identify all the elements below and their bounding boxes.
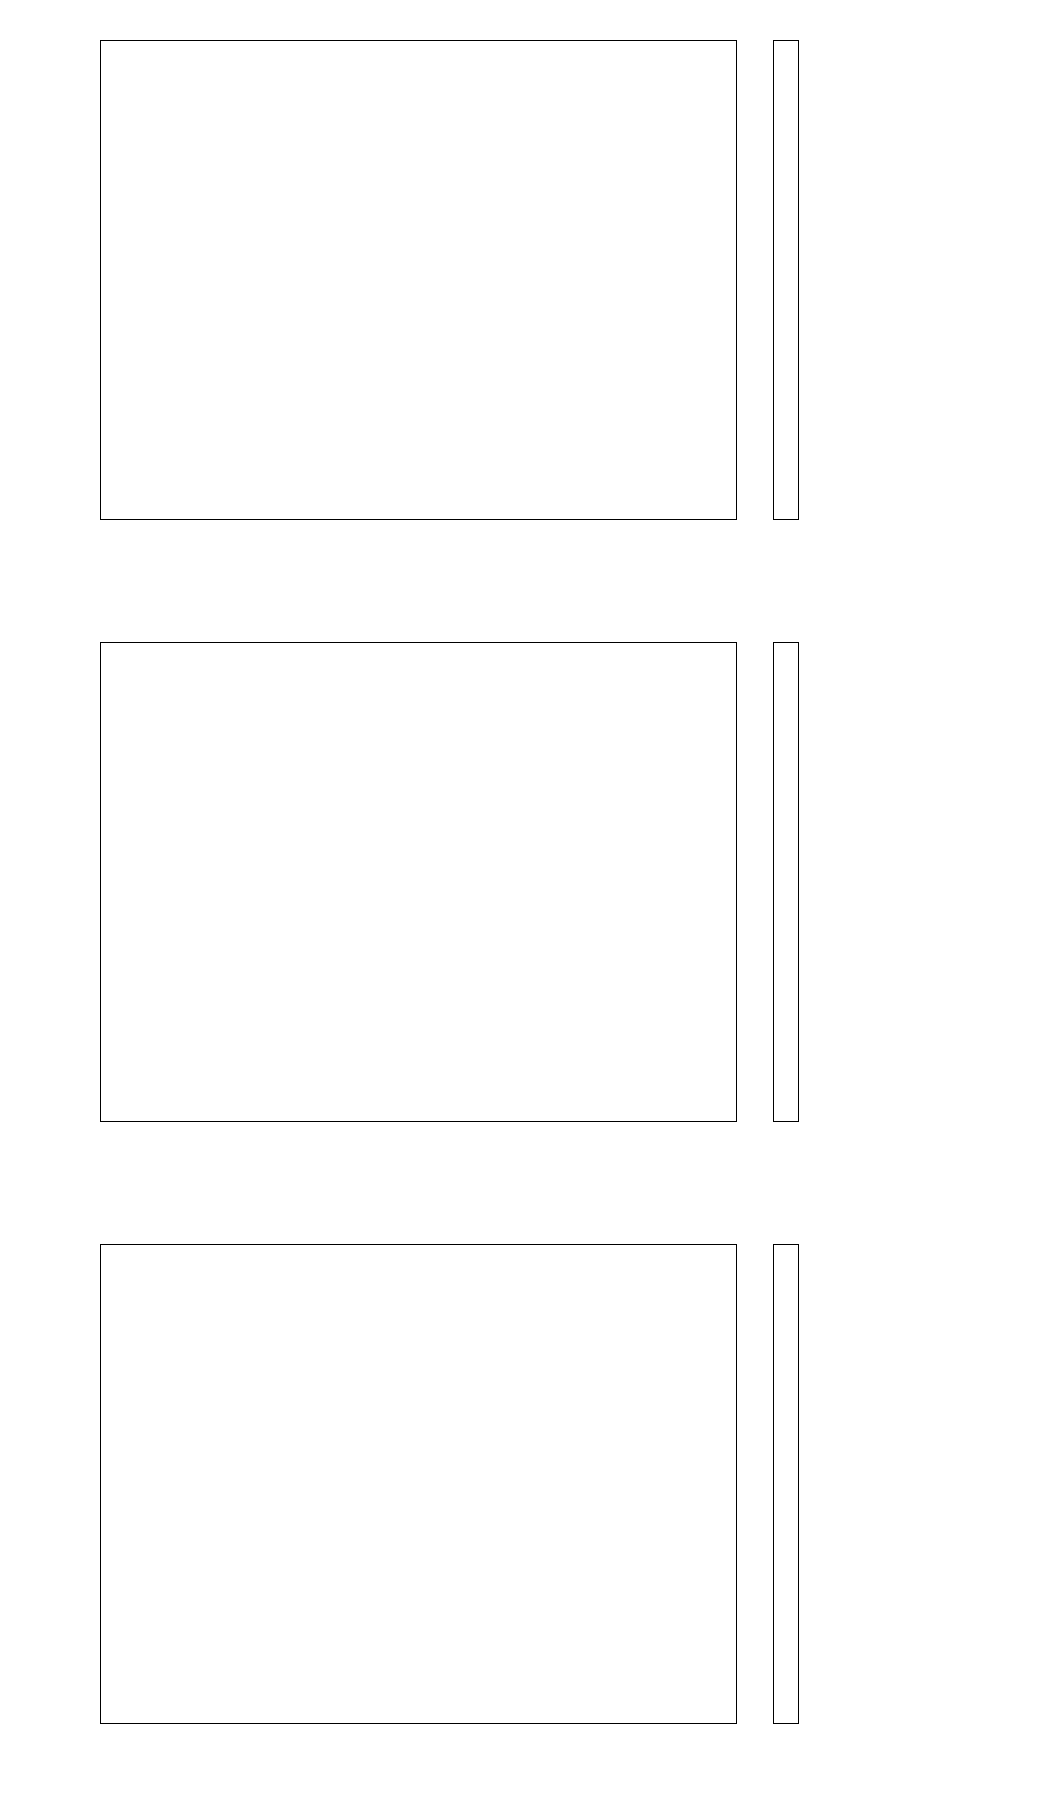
spectrogram-canvas [100, 642, 737, 1122]
spectrogram-canvas [100, 1244, 737, 1724]
spectrogram-canvas [100, 40, 737, 520]
colorbar-gradient [773, 1244, 799, 1724]
colorbar-gradient [773, 642, 799, 1122]
colorbar-gradient [773, 40, 799, 520]
figure-hhz [0, 1204, 1052, 1806]
figure-hhn [0, 602, 1052, 1204]
figure-hhe [0, 0, 1052, 602]
